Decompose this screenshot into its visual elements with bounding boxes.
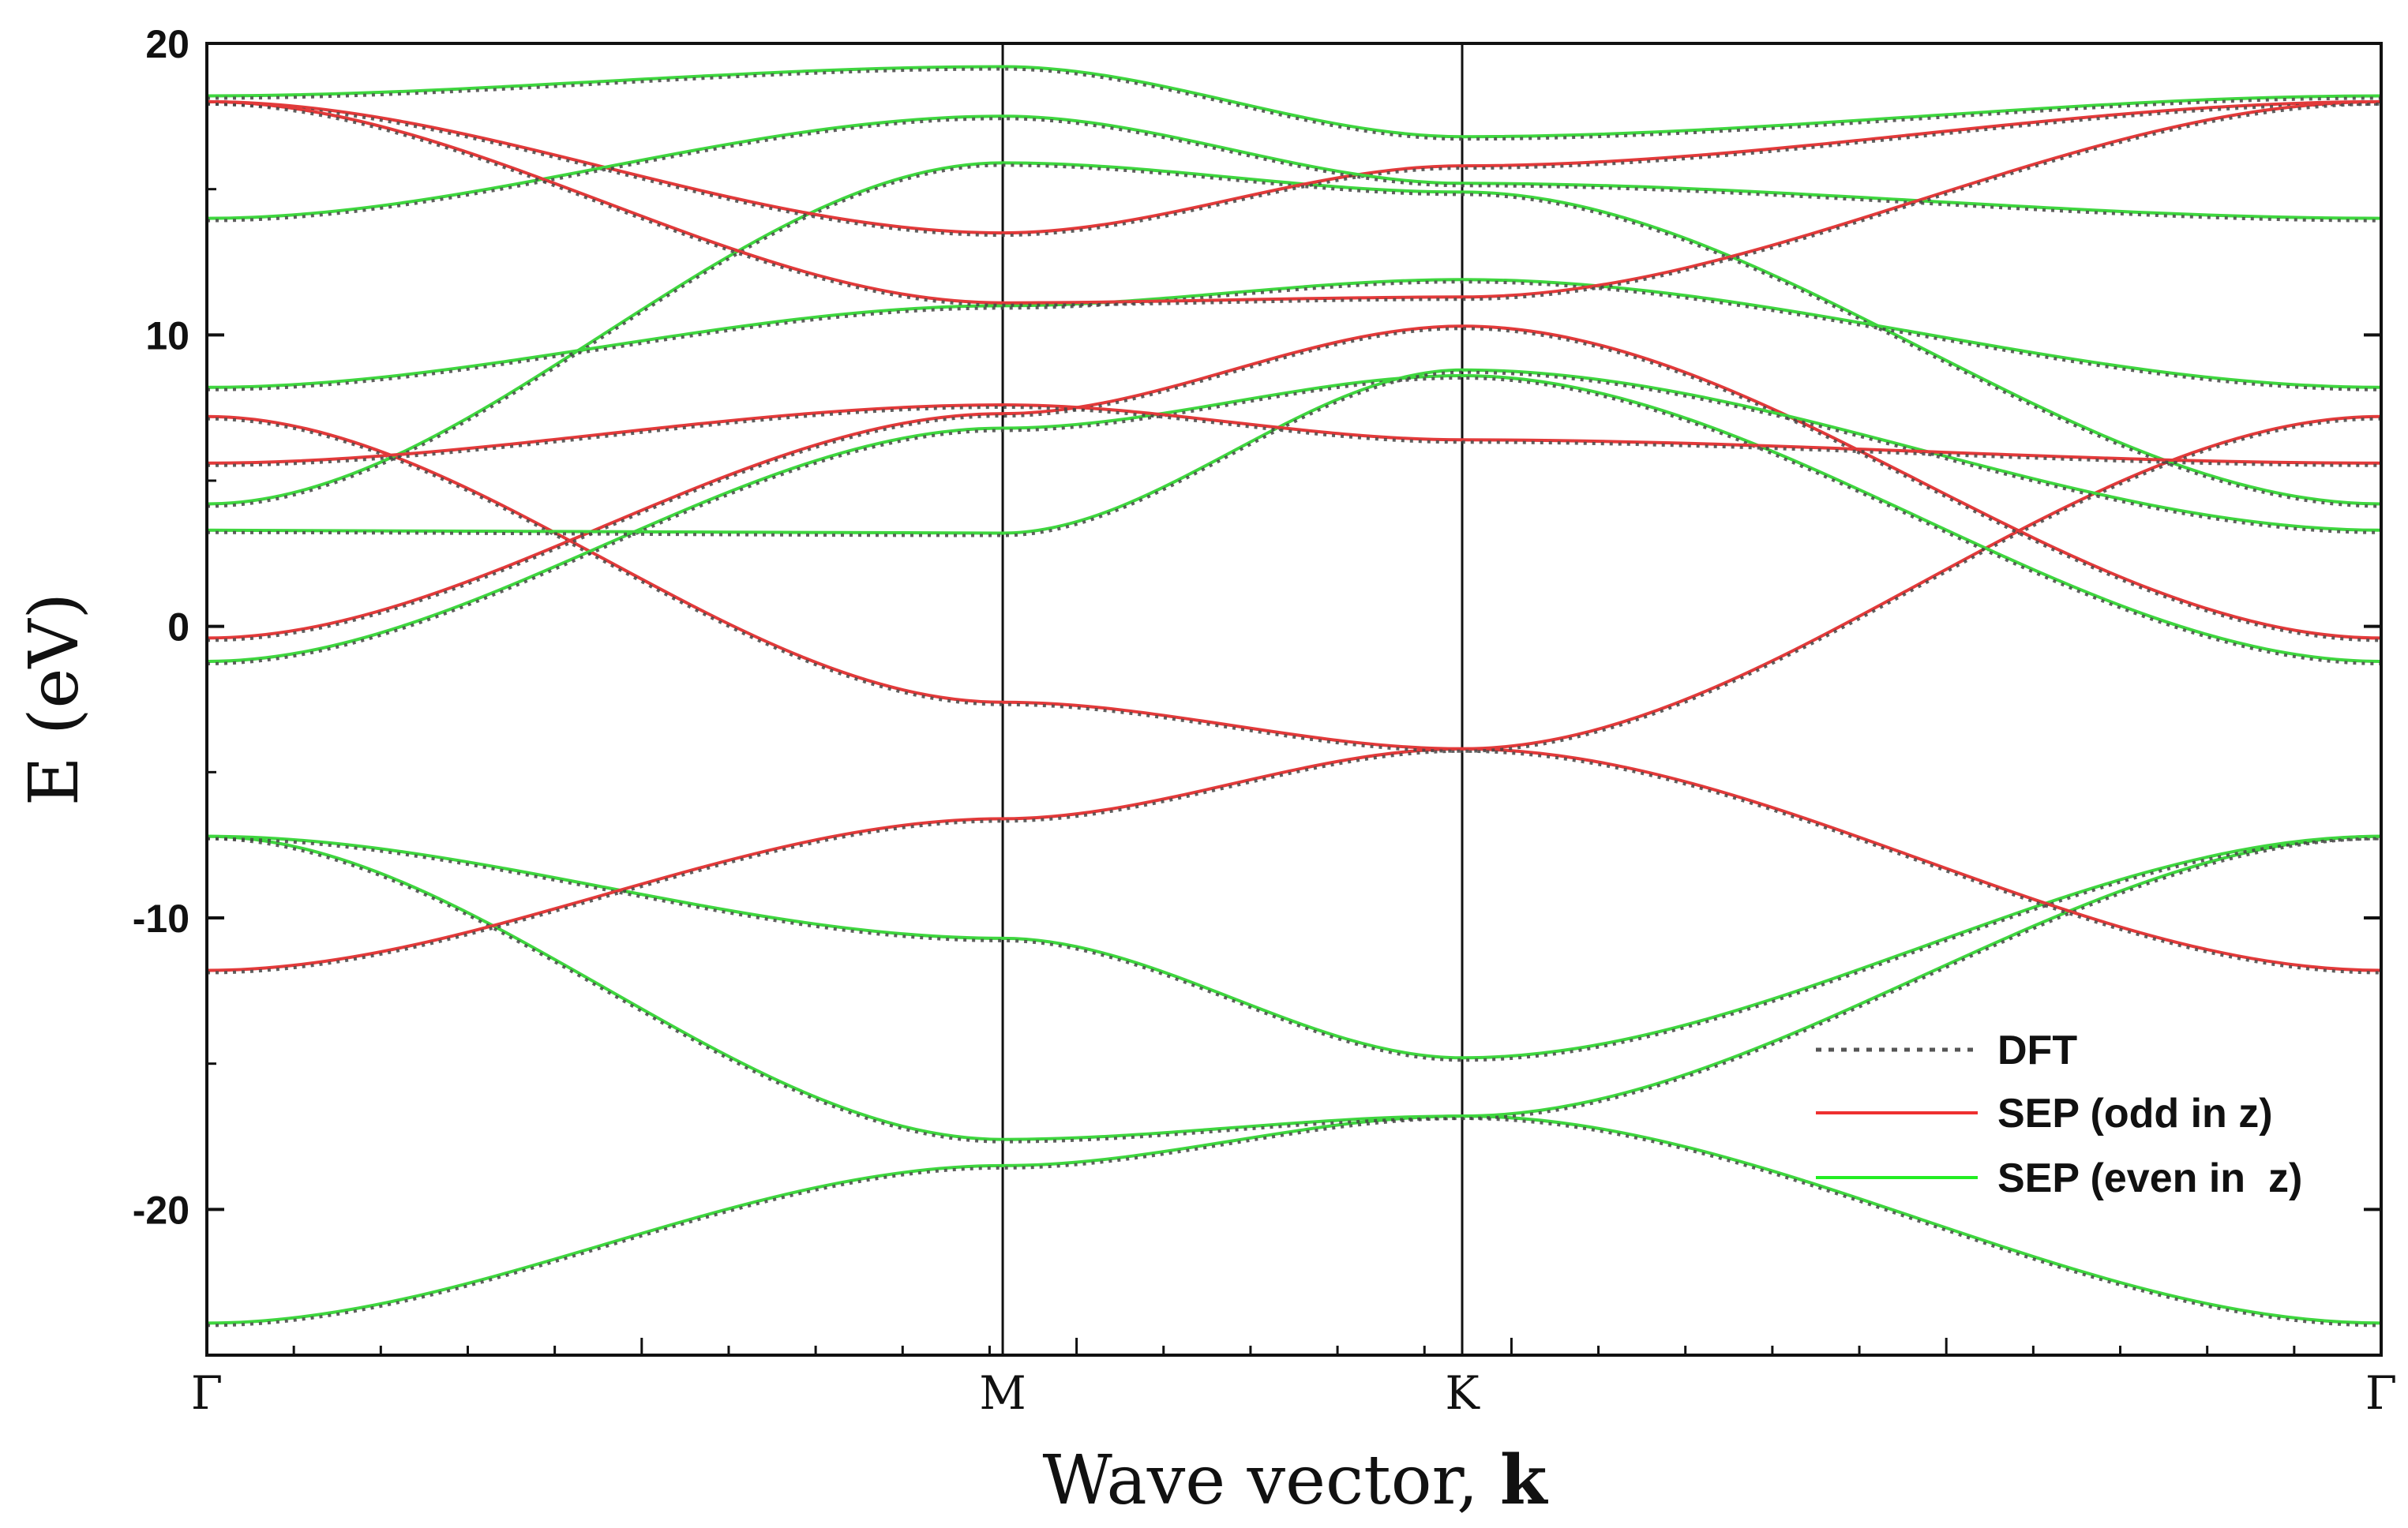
x-tick-label: Γ <box>191 1366 223 1420</box>
x-axis-label-k: k <box>1500 1440 1549 1520</box>
dft-band-odd-1 <box>207 749 2381 975</box>
dft-band-odd-2 <box>207 417 2381 753</box>
y-axis: 20 10 0 -10 -20 <box>133 22 2381 1357</box>
x-axis-label: Wave vector, k <box>1043 1440 1549 1520</box>
y-tick-label: 10 <box>145 313 189 358</box>
band-even-7 <box>207 278 2381 389</box>
dft-band-even-3 <box>207 837 2381 1062</box>
legend-label-even: SEP (even in z) <box>1997 1155 2302 1201</box>
band-even-1 <box>207 1114 2381 1325</box>
band-even-9 <box>207 65 2381 139</box>
x-axis-label-main: Wave vector, <box>1043 1441 1500 1520</box>
band-odd-2 <box>207 414 2381 751</box>
dft-band-odd-6 <box>207 102 2381 307</box>
band-even-3 <box>207 834 2381 1060</box>
x-tick-label: Γ <box>2365 1366 2397 1420</box>
legend-label-odd: SEP (odd in z) <box>1997 1091 2273 1137</box>
dft-band-even-4 <box>207 376 2381 665</box>
band-series <box>207 65 2381 1328</box>
y-tick-label: 20 <box>145 22 189 66</box>
dft-band-even-8 <box>207 117 2381 223</box>
band-even-6 <box>207 161 2381 506</box>
band-odd-6 <box>207 99 2381 305</box>
plot-frame <box>205 42 2383 1357</box>
band-odd-5 <box>207 99 2381 235</box>
dft-band-odd-3 <box>207 327 2381 642</box>
dft-band-odd-5 <box>207 102 2381 238</box>
y-tick-label: 0 <box>167 605 189 650</box>
band-odd-4 <box>207 403 2381 465</box>
y-tick-label: -20 <box>133 1188 189 1232</box>
band-odd-1 <box>207 747 2381 972</box>
dft-band-even-7 <box>207 280 2381 391</box>
dft-band-odd-4 <box>207 405 2381 467</box>
band-even-5 <box>207 368 2381 535</box>
band-odd-3 <box>207 324 2381 640</box>
y-axis-label: E (eV) <box>15 593 94 806</box>
legend-label-dft: DFT <box>1997 1028 2077 1073</box>
symmetry-lines <box>1001 43 1464 1355</box>
band-even-8 <box>207 114 2381 220</box>
x-tick-label: M <box>979 1366 1026 1420</box>
legend: DFT SEP (odd in z) SEP (even in z) <box>1816 1028 2302 1201</box>
y-tick-label: -10 <box>133 897 189 941</box>
band-even-4 <box>207 373 2381 663</box>
x-tick-label: K <box>1445 1366 1480 1420</box>
dft-band-even-2 <box>207 837 2381 1144</box>
band-even-2 <box>207 834 2381 1141</box>
